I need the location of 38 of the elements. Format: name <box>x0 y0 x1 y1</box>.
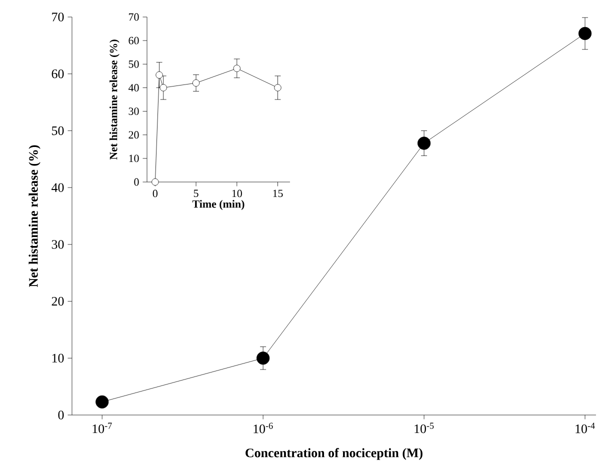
y-tick-label: 30 <box>128 108 139 115</box>
point <box>274 84 282 92</box>
point <box>256 352 270 365</box>
x-tick-label: 10$^{-7}$ <box>92 422 112 434</box>
y-tick-label: 10 <box>52 354 64 363</box>
y-tick-label: 20 <box>52 296 64 306</box>
y-axis-title: Net histamine release (%) <box>28 145 40 288</box>
x-axis-title: Concentration of nociceptin (M) <box>246 448 422 460</box>
y-tick-label: 10 <box>129 154 139 162</box>
y-tick-label: 60 <box>52 69 64 78</box>
x-tick-label: 15 <box>273 190 283 198</box>
y-tick-label: 20 <box>128 131 139 139</box>
y-tick-label: 0 <box>134 178 139 186</box>
point <box>96 395 109 408</box>
point <box>156 71 163 79</box>
y-tick-label: 0 <box>58 410 64 420</box>
y-tick-label: 70 <box>52 12 64 22</box>
x-tick-label: 10$^{-4}$ <box>576 422 595 434</box>
x-tick-label: 5 <box>194 190 198 198</box>
x-tick-label: 10$^{-5}$ <box>414 422 434 434</box>
y-tick-label: 60 <box>128 36 139 44</box>
point <box>233 64 240 72</box>
y-tick-label: 50 <box>128 60 139 68</box>
y-axis-title: Net histamine release (%) <box>110 40 120 160</box>
x-axis-title: Time (min) <box>192 200 244 210</box>
x-tick-label: 10$^{-6}$ <box>254 422 273 434</box>
x-tick-label: 0 <box>152 190 158 198</box>
y-tick-label: 70 <box>128 13 139 21</box>
point <box>152 178 159 186</box>
y-tick-label: 50 <box>52 126 64 136</box>
point <box>578 26 592 40</box>
point <box>192 79 200 87</box>
y-tick-label: 30 <box>52 240 64 249</box>
y-tick-label: 40 <box>128 84 139 92</box>
y-tick-label: 40 <box>52 183 64 192</box>
point <box>160 84 167 92</box>
x-tick-label: 10 <box>232 190 242 198</box>
point <box>417 136 431 150</box>
